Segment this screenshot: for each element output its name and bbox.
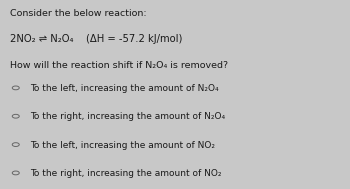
- Text: To the right, increasing the amount of N₂O₄: To the right, increasing the amount of N…: [30, 112, 225, 122]
- Text: To the left, increasing the amount of N₂O₄: To the left, increasing the amount of N₂…: [30, 84, 218, 93]
- Text: Consider the below reaction:: Consider the below reaction:: [10, 9, 147, 18]
- Text: How will the reaction shift if N₂O₄ is removed?: How will the reaction shift if N₂O₄ is r…: [10, 61, 229, 70]
- Text: 2NO₂ ⇌ N₂O₄    (ΔH = -57.2 kJ/mol): 2NO₂ ⇌ N₂O₄ (ΔH = -57.2 kJ/mol): [10, 34, 183, 44]
- Text: To the left, increasing the amount of NO₂: To the left, increasing the amount of NO…: [30, 141, 215, 150]
- Text: To the right, increasing the amount of NO₂: To the right, increasing the amount of N…: [30, 169, 221, 178]
